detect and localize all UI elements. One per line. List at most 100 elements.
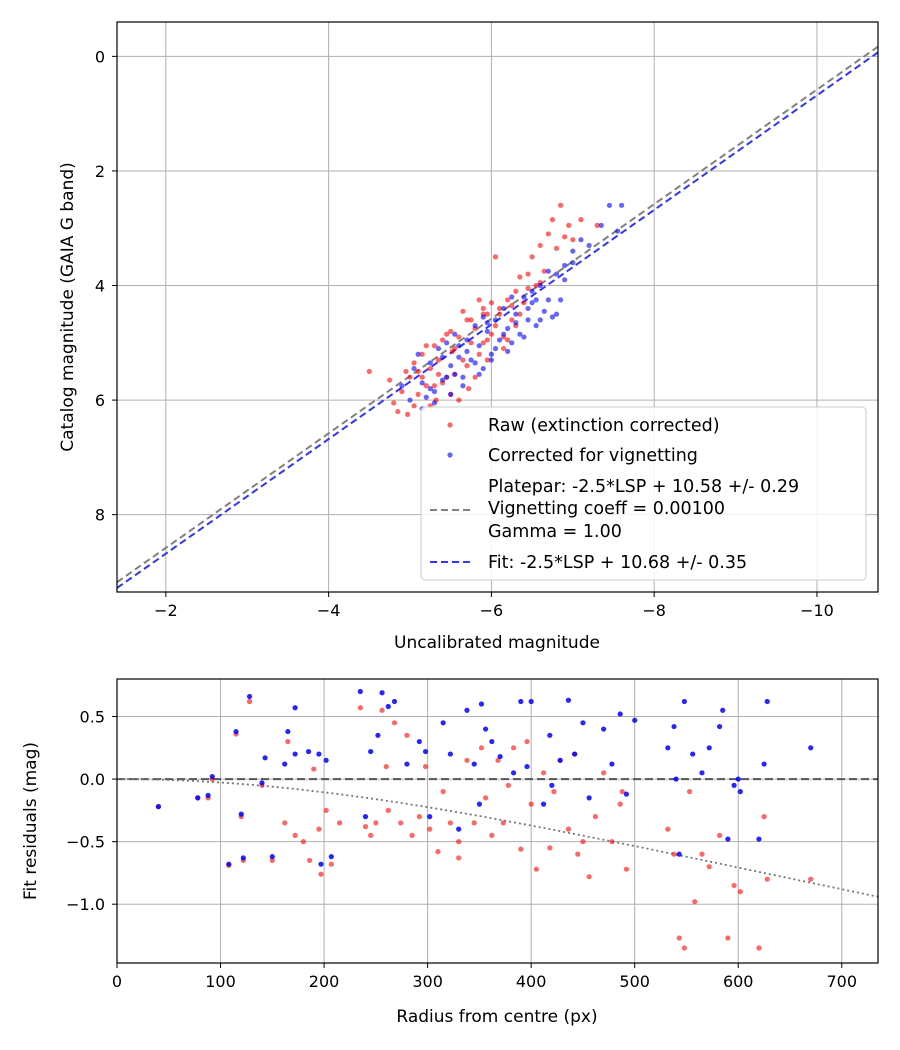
corrected-point [476, 343, 482, 349]
corrected-residual-point [282, 761, 288, 767]
corrected-residual-point [725, 836, 731, 842]
raw-residual-point [681, 945, 687, 951]
raw-point [444, 331, 450, 337]
corrected-residual-point [482, 726, 489, 732]
raw-point [578, 217, 584, 223]
top-ylabel: Catalog magnitude (GAIA G band) [58, 162, 78, 452]
corrected-residual-point [731, 782, 737, 788]
bottom-ytick-label: 0.0 [80, 770, 105, 789]
bottom-corrected-points [155, 688, 814, 867]
raw-residual-point [756, 945, 762, 951]
corrected-point [435, 345, 442, 352]
raw-point [492, 254, 499, 260]
raw-residual-point [686, 788, 693, 795]
corrected-point [415, 351, 421, 357]
corrected-residual-point [497, 753, 503, 760]
raw-point [484, 311, 490, 317]
corrected-point [484, 328, 490, 334]
top-xtick-label: −2 [154, 601, 178, 620]
raw-residual-point [528, 801, 534, 807]
raw-point [557, 202, 564, 208]
corrected-point [562, 262, 568, 269]
raw-point [452, 345, 458, 352]
raw-point [517, 274, 523, 280]
raw-point [480, 305, 486, 312]
corrected-point [533, 297, 539, 303]
raw-residual-point [623, 866, 630, 872]
corrected-point [557, 297, 564, 303]
corrected-residual-point [292, 751, 298, 757]
corrected-residual-point [673, 776, 679, 782]
raw-point [505, 297, 511, 303]
corrected-residual-point [478, 701, 485, 707]
bottom-ticks: 0 100 200 300 400 500 600 700 0.5 0.0 −0.5 −1.0 [66, 708, 857, 991]
raw-point [468, 317, 474, 323]
corrected-point [480, 365, 486, 372]
raw-residual-point [435, 849, 441, 855]
raw-residual-point [404, 732, 410, 738]
raw-residual-point [540, 770, 547, 776]
raw-point [505, 337, 511, 343]
top-raw-points [366, 202, 600, 418]
corrected-residual-point [262, 755, 268, 761]
raw-residual-point [592, 814, 598, 820]
raw-point [399, 388, 405, 395]
raw-point [537, 242, 543, 249]
raw-residual-point [725, 935, 731, 941]
raw-residual-point [808, 876, 814, 882]
raw-residual-point [282, 820, 288, 826]
corrected-residual-point [385, 703, 391, 710]
raw-residual-point [398, 820, 404, 826]
corrected-point [537, 282, 543, 289]
corrected-residual-point [362, 814, 369, 820]
raw-point [517, 311, 523, 317]
corrected-point [448, 391, 454, 397]
corrected-residual-point [195, 795, 201, 801]
corrected-point [513, 311, 519, 317]
corrected-point [488, 357, 494, 363]
corrected-residual-point [528, 698, 534, 705]
corrected-residual-point [259, 780, 265, 786]
raw-residual-point [565, 826, 572, 832]
raw-point [431, 383, 438, 389]
raw-residual-point [482, 795, 489, 801]
corrected-residual-point [565, 697, 572, 703]
corrected-point [525, 305, 531, 312]
corrected-residual-point [617, 711, 623, 717]
corrected-residual-point [665, 745, 671, 751]
corrected-point [614, 228, 621, 234]
raw-residual-point [510, 745, 517, 751]
top-xtick-label: −8 [642, 601, 666, 620]
bottom-xtick-label: 500 [619, 972, 650, 991]
bottom-xtick-label: 600 [723, 972, 754, 991]
corrected-residual-point [609, 761, 615, 767]
corrected-residual-point [524, 763, 530, 770]
corrected-residual-point [764, 698, 770, 705]
top-ytick-label: 0 [95, 47, 105, 66]
corrected-residual-point [699, 770, 705, 776]
corrected-residual-point [586, 795, 592, 801]
corrected-point [513, 320, 519, 326]
raw-point [415, 391, 421, 397]
raw-point [472, 374, 478, 380]
raw-residual-point [699, 851, 705, 857]
bottom-plot-frame [116, 678, 879, 964]
raw-point [407, 374, 413, 380]
raw-point [521, 300, 527, 306]
corrected-residual-point [761, 761, 767, 767]
corrected-residual-point [737, 788, 743, 795]
top-xlabel: Uncalibrated magnitude [394, 633, 600, 653]
bottom-xtick-label: 200 [309, 972, 340, 991]
raw-point [460, 308, 466, 314]
top-legend: Raw (extinction corrected) Corrected for… [420, 406, 867, 581]
corrected-point [553, 271, 560, 277]
corrected-point [517, 331, 523, 337]
top-ytick-label: 4 [95, 277, 105, 296]
corrected-point [423, 394, 429, 400]
bottom-panel: 0 100 200 300 400 500 600 700 0.5 0.0 −0.5 −1.0 Rad… [21, 678, 879, 1027]
raw-point [439, 337, 446, 343]
raw-residual-point [357, 705, 363, 711]
corrected-point [407, 397, 413, 403]
raw-point [419, 351, 425, 357]
raw-residual-point [246, 698, 253, 705]
